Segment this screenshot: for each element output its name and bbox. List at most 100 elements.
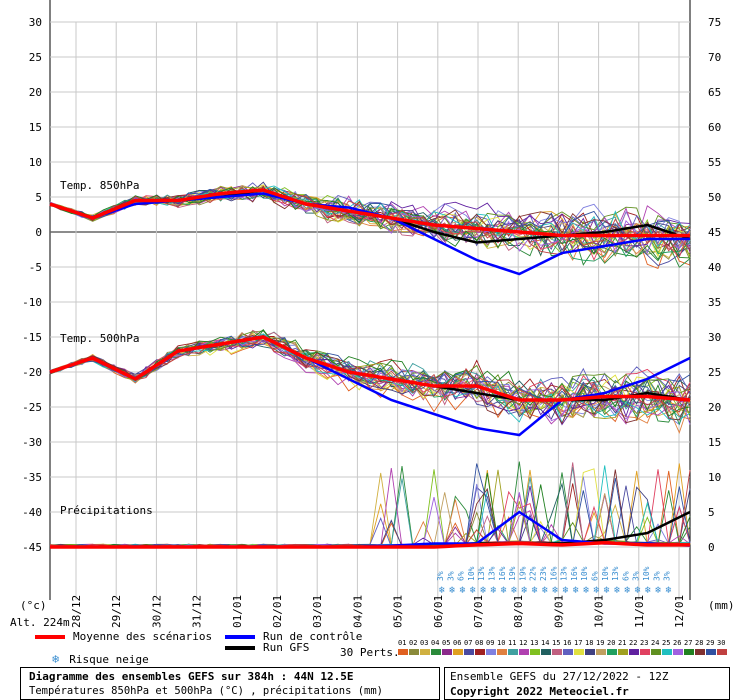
- snow-risk-value: 10%: [601, 566, 610, 581]
- legend-mean-label: Moyenne des scénarios: [73, 630, 213, 643]
- left-tick-label: -45: [22, 541, 42, 554]
- legend-snow-label: Risque neige: [69, 653, 149, 666]
- x-axis-ticks: 28/12 29/12 30/12 31/12 01/01 02/01 03/01 04/01…: [70, 595, 686, 628]
- perturbation-swatch: [574, 649, 584, 655]
- perturbation-swatch: [563, 649, 573, 655]
- snowflake-icon: ❄: [532, 585, 539, 596]
- snow-risk-value: 6%: [591, 571, 600, 581]
- perturbation-number: 20: [607, 639, 615, 647]
- snow-risk-value: 3%: [446, 571, 455, 581]
- x-tick-label: 04/01: [351, 595, 364, 628]
- left-tick-label: 20: [29, 86, 42, 99]
- legend-gfs: Run GFS: [225, 641, 309, 654]
- perturbation-swatch: [706, 649, 716, 655]
- snow-risk-value: 10%: [580, 566, 589, 581]
- perturbation-swatch: [552, 649, 562, 655]
- snow-risk-value: 3%: [632, 571, 641, 581]
- altitude-label: Alt. 224m: [10, 616, 70, 629]
- perturbation-number: 12: [519, 639, 527, 647]
- perturbation-number: 13: [530, 639, 538, 647]
- perturbation-number: 11: [508, 639, 516, 647]
- legend-control: Run de contrôle: [225, 630, 362, 643]
- perturbation-swatch: [717, 649, 727, 655]
- perturbation-number: 24: [651, 639, 659, 647]
- perturbation-number: 01: [398, 639, 406, 647]
- right-tick-label: 55: [708, 156, 721, 169]
- left-tick-label: -40: [22, 506, 42, 519]
- snowflake-icon: ❄: [624, 585, 631, 596]
- legend-perts-label: 30 Perts.: [340, 646, 400, 659]
- perturbation-number: 17: [574, 639, 582, 647]
- perturbation-swatch: [673, 649, 683, 655]
- x-tick-label: 05/01: [392, 595, 405, 628]
- x-tick-label: 12/01: [673, 595, 686, 628]
- snow-risk-value: 22%: [529, 566, 538, 581]
- snowflake-icon: ❄: [604, 585, 611, 596]
- snow-risk-value: 6%: [457, 571, 466, 581]
- left-tick-label: -25: [22, 401, 42, 414]
- legend-gfs-swatch: [225, 646, 255, 650]
- perturbation-number: 30: [717, 639, 725, 647]
- legend-control-swatch: [225, 635, 255, 639]
- snow-risk-value: 19%: [508, 566, 517, 581]
- left-tick-label: 10: [29, 156, 42, 169]
- perturbation-swatch: [453, 649, 463, 655]
- perturbation-number: 09: [486, 639, 494, 647]
- perturbation-number: 16: [563, 639, 571, 647]
- perturbation-line-t500: [49, 329, 691, 417]
- perturbation-line-t500: [49, 336, 691, 419]
- perturbation-line-precip: [49, 486, 691, 548]
- perturbation-swatch: [486, 649, 496, 655]
- perturbation-swatch: [618, 649, 628, 655]
- snowflake-icon: ❄: [480, 585, 487, 596]
- perturbation-swatch: [662, 649, 672, 655]
- snowflake-icon: ❄: [614, 585, 621, 596]
- perturbation-swatch: [541, 649, 551, 655]
- perturbation-line-t850: [49, 186, 691, 262]
- x-tick-label: 07/01: [472, 595, 485, 628]
- legend-snow: ❄ Risque neige: [52, 652, 149, 666]
- perturbation-swatch: [530, 649, 540, 655]
- plot-frame: [49, 21, 691, 548]
- perturbation-color-strip: 01 02 03 04 05 06 07 08 09 10 11 12 13 14 15 16 17 18 19 20…: [398, 639, 727, 655]
- x-tick-label: 11/01: [633, 595, 646, 628]
- perturbation-number: 04: [431, 639, 439, 647]
- snow-risk-value: 16%: [570, 566, 579, 581]
- left-tick-label: -15: [22, 331, 42, 344]
- perturbation-swatch: [519, 649, 529, 655]
- x-tick-label: 09/01: [552, 595, 565, 628]
- perturbation-swatch: [640, 649, 650, 655]
- perturbation-swatch: [398, 649, 408, 655]
- perturbation-number: 03: [420, 639, 428, 647]
- footer-copyright: Copyright 2022 Meteociel.fr: [450, 685, 629, 698]
- t500-panel-label: Temp. 500hPa: [60, 332, 139, 345]
- perturbation-line-precip: [49, 492, 691, 548]
- snow-risk-value: 13%: [477, 566, 486, 581]
- left-tick-label: 15: [29, 121, 42, 134]
- left-tick-label: -35: [22, 471, 42, 484]
- right-tick-label: 15: [708, 436, 721, 449]
- snow-risk-value: 6%: [621, 571, 630, 581]
- precip-panel-label: Précipitations: [60, 504, 153, 517]
- perturbation-swatch: [442, 649, 452, 655]
- perturbation-line-t850: [49, 188, 691, 244]
- perturbation-swatch: [596, 649, 606, 655]
- snowflake-icon: ❄: [511, 585, 518, 596]
- footer-run: Ensemble GEFS du 27/12/2022 - 12Z: [450, 670, 669, 683]
- perturbation-swatch: [651, 649, 661, 655]
- legend-mean: Moyenne des scénarios: [35, 630, 212, 643]
- right-tick-label: 75: [708, 16, 721, 29]
- right-tick-label: 35: [708, 296, 721, 309]
- perturbation-number: 21: [618, 639, 626, 647]
- right-tick-label: 70: [708, 51, 721, 64]
- snowflake-icon: ❄: [470, 585, 477, 596]
- perturbation-number: 22: [629, 639, 637, 647]
- snowflake-icon: ❄: [521, 585, 528, 596]
- snow-risk-value: 10%: [642, 566, 651, 581]
- x-tick-label: 10/01: [593, 595, 606, 628]
- perturbation-number: 06: [453, 639, 461, 647]
- snowflake-icon: ❄: [552, 585, 559, 596]
- snow-risk-value: 3%: [652, 571, 661, 581]
